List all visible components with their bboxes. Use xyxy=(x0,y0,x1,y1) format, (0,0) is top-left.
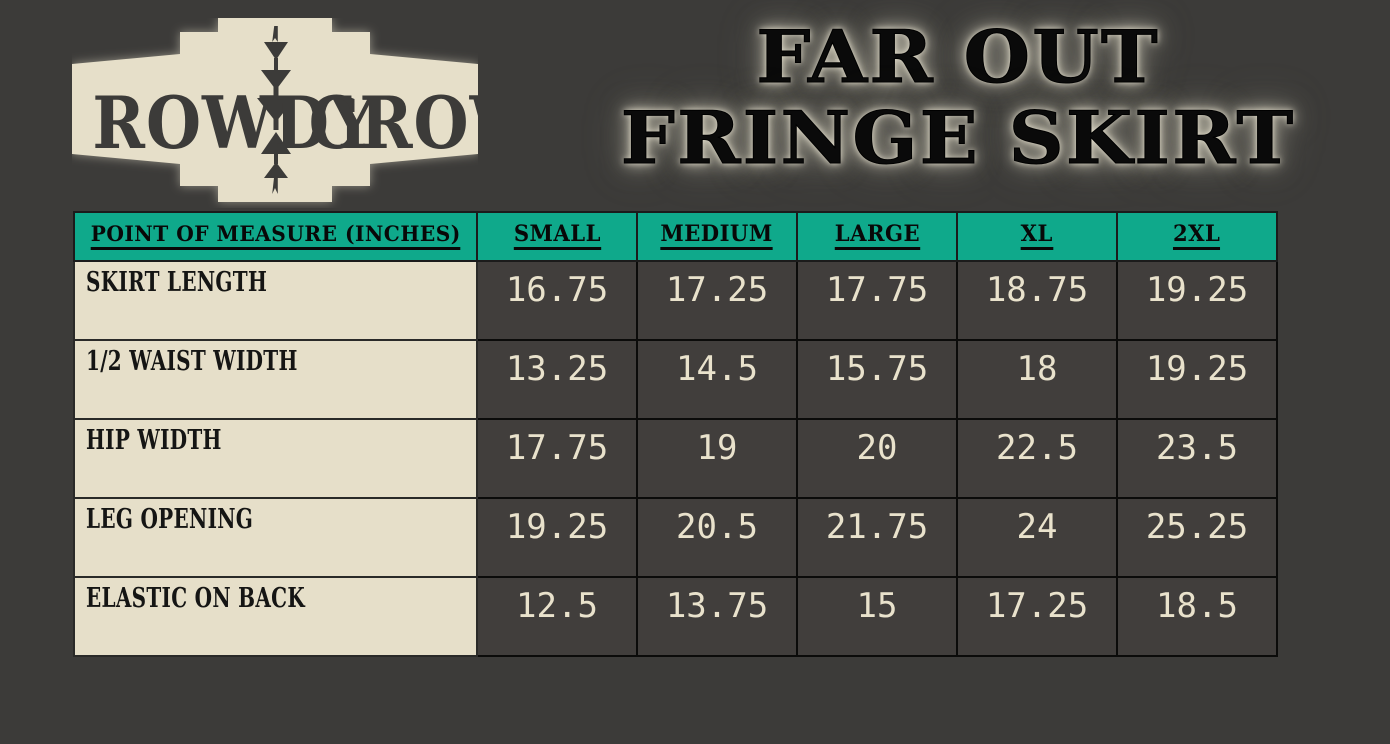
row-label-cell: SKIRT LENGTH xyxy=(73,260,478,341)
value-elastic-on-back-medium: 13.75 xyxy=(665,586,769,626)
table-row: SKIRT LENGTH 16.75 17.25 17.75 18.75 xyxy=(73,260,1278,341)
value-cell: 17.75 xyxy=(796,260,958,341)
row-label-cell: LEG OPENING xyxy=(73,497,478,578)
table-row: HIP WIDTH 17.75 19 20 22.5 23. xyxy=(73,418,1278,499)
value-hip-width-small: 17.75 xyxy=(505,428,609,468)
header-cell-point-of-measure: POINT OF MEASURE (INCHES) xyxy=(73,211,478,262)
table-row: LEG OPENING 19.25 20.5 21.75 24 xyxy=(73,497,1278,578)
header-label-small: SMALL xyxy=(513,222,601,251)
header-cell-xl: XL xyxy=(956,211,1118,262)
value-half-waist-width-small: 13.25 xyxy=(505,349,609,389)
header-label-large: LARGE xyxy=(834,222,920,251)
value-hip-width-medium: 19 xyxy=(696,428,738,468)
value-cell: 13.25 xyxy=(476,339,638,420)
value-cell: 19 xyxy=(636,418,798,499)
value-half-waist-width-2xl: 19.25 xyxy=(1145,349,1249,389)
value-half-waist-width-xl: 18 xyxy=(1016,349,1058,389)
rowdy-crowd-logo: ROWDY CROWD xyxy=(72,18,478,208)
value-cell: 23.5 xyxy=(1116,418,1278,499)
row-label-cell: ELASTIC ON BACK xyxy=(73,576,478,657)
value-cell: 25.25 xyxy=(1116,497,1278,578)
value-cell: 22.5 xyxy=(956,418,1118,499)
logo-svg: ROWDY CROWD xyxy=(72,18,478,202)
value-cell: 14.5 xyxy=(636,339,798,420)
value-elastic-on-back-large: 15 xyxy=(856,586,898,626)
product-title-line-2: FRINGE SKIRT xyxy=(620,95,1296,181)
logo-word-crowd: CROWD xyxy=(309,80,478,165)
value-cell: 15 xyxy=(796,576,958,657)
value-cell: 12.5 xyxy=(476,576,638,657)
value-cell: 19.25 xyxy=(1116,339,1278,420)
value-cell: 16.75 xyxy=(476,260,638,341)
row-label-cell: HIP WIDTH xyxy=(73,418,478,499)
logo-word-rowdy: ROWDY xyxy=(92,80,376,165)
header-label-point-of-measure: POINT OF MEASURE (INCHES) xyxy=(90,223,461,250)
value-cell: 17.75 xyxy=(476,418,638,499)
value-elastic-on-back-2xl: 18.5 xyxy=(1156,586,1238,626)
row-label-half-waist-width: 1/2 WAIST WIDTH xyxy=(86,346,298,377)
header-cell-small: SMALL xyxy=(476,211,638,262)
value-leg-opening-xl: 24 xyxy=(1016,507,1058,547)
row-label-leg-opening: LEG OPENING xyxy=(86,504,254,535)
value-hip-width-large: 20 xyxy=(856,428,898,468)
value-leg-opening-2xl: 25.25 xyxy=(1145,507,1249,547)
value-hip-width-xl: 22.5 xyxy=(996,428,1078,468)
value-cell: 24 xyxy=(956,497,1118,578)
value-elastic-on-back-small: 12.5 xyxy=(516,586,598,626)
value-half-waist-width-large: 15.75 xyxy=(825,349,929,389)
size-chart-table-wrapper: POINT OF MEASURE (INCHES) SMALL MEDIUM L… xyxy=(73,211,1278,657)
value-skirt-length-xl: 18.75 xyxy=(985,270,1089,310)
value-skirt-length-large: 17.75 xyxy=(825,270,929,310)
row-label-elastic-on-back: ELASTIC ON BACK xyxy=(86,583,306,614)
value-skirt-length-small: 16.75 xyxy=(505,270,609,310)
table-body: SKIRT LENGTH 16.75 17.25 17.75 18.75 xyxy=(73,260,1278,657)
size-chart-table: POINT OF MEASURE (INCHES) SMALL MEDIUM L… xyxy=(73,211,1278,657)
value-leg-opening-small: 19.25 xyxy=(505,507,609,547)
value-cell: 18.5 xyxy=(1116,576,1278,657)
value-cell: 13.75 xyxy=(636,576,798,657)
value-cell: 15.75 xyxy=(796,339,958,420)
value-cell: 19.25 xyxy=(476,497,638,578)
table-row: 1/2 WAIST WIDTH 13.25 14.5 15.75 18 xyxy=(73,339,1278,420)
value-cell: 17.25 xyxy=(636,260,798,341)
value-cell: 18 xyxy=(956,339,1118,420)
header-cell-medium: MEDIUM xyxy=(636,211,798,262)
header-label-medium: MEDIUM xyxy=(660,222,774,251)
value-skirt-length-2xl: 19.25 xyxy=(1145,270,1249,310)
product-title: FAR OUT FRINGE SKIRT xyxy=(620,20,1293,174)
value-half-waist-width-medium: 14.5 xyxy=(676,349,758,389)
table-row: ELASTIC ON BACK 12.5 13.75 15 17.25 xyxy=(73,576,1278,657)
arrow-totem-icon xyxy=(257,26,295,194)
value-cell: 18.75 xyxy=(956,260,1118,341)
header-label-xl: XL xyxy=(1020,222,1054,251)
value-cell: 17.25 xyxy=(956,576,1118,657)
value-leg-opening-large: 21.75 xyxy=(825,507,929,547)
header-cell-2xl: 2XL xyxy=(1116,211,1278,262)
value-skirt-length-medium: 17.25 xyxy=(665,270,769,310)
header-row: POINT OF MEASURE (INCHES) SMALL MEDIUM L… xyxy=(73,211,1278,262)
value-leg-opening-medium: 20.5 xyxy=(676,507,758,547)
row-label-skirt-length: SKIRT LENGTH xyxy=(86,267,268,298)
value-cell: 19.25 xyxy=(1116,260,1278,341)
value-cell: 20 xyxy=(796,418,958,499)
value-cell: 20.5 xyxy=(636,497,798,578)
table-header: POINT OF MEASURE (INCHES) SMALL MEDIUM L… xyxy=(73,211,1278,262)
row-label-cell: 1/2 WAIST WIDTH xyxy=(73,339,478,420)
value-elastic-on-back-xl: 17.25 xyxy=(985,586,1089,626)
header-label-2xl: 2XL xyxy=(1173,222,1221,251)
row-label-hip-width: HIP WIDTH xyxy=(86,425,222,456)
value-hip-width-2xl: 23.5 xyxy=(1156,428,1238,468)
value-cell: 21.75 xyxy=(796,497,958,578)
product-title-line-1: FAR OUT xyxy=(756,14,1160,99)
header-cell-large: LARGE xyxy=(796,211,958,262)
